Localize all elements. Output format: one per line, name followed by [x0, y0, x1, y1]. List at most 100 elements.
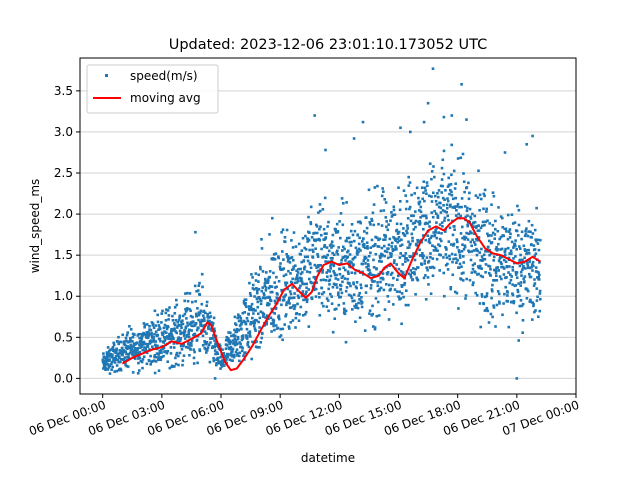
scatter-point	[283, 236, 287, 239]
scatter-point	[537, 248, 541, 252]
scatter-point	[473, 214, 477, 218]
scatter-point	[350, 240, 353, 244]
scatter-point	[156, 358, 160, 362]
scatter-point	[537, 315, 540, 318]
scatter-point	[206, 349, 209, 352]
scatter-point	[492, 279, 495, 282]
scatter-point	[146, 342, 149, 346]
scatter-point	[534, 266, 538, 269]
scatter-point	[321, 271, 324, 274]
scatter-point	[353, 229, 357, 233]
scatter-point	[387, 247, 390, 250]
scatter-point	[408, 181, 412, 184]
scatter-point	[389, 287, 392, 291]
scatter-point	[232, 353, 235, 357]
scatter-point	[515, 248, 518, 251]
scatter-point	[538, 309, 542, 313]
scatter-point	[196, 361, 199, 365]
scatter-point	[234, 350, 238, 354]
scatter-point	[440, 178, 444, 181]
scatter-point	[290, 296, 294, 300]
scatter-point	[109, 348, 112, 352]
scatter-point	[340, 276, 344, 279]
scatter-point	[490, 203, 493, 206]
scatter-point	[408, 207, 411, 211]
scatter-point	[519, 299, 523, 302]
scatter-point	[538, 289, 542, 293]
scatter-point	[451, 206, 454, 209]
scatter-point	[242, 302, 246, 305]
scatter-point	[371, 244, 375, 248]
scatter-point	[276, 297, 280, 300]
scatter-point	[190, 344, 193, 347]
scatter-point	[410, 214, 413, 217]
scatter-point	[303, 246, 306, 250]
scatter-point	[504, 247, 507, 251]
scatter-point	[176, 326, 179, 329]
scatter-point	[311, 248, 314, 252]
scatter-point	[319, 278, 323, 282]
scatter-point	[317, 211, 320, 214]
scatter-point	[192, 362, 196, 365]
scatter-point	[415, 186, 419, 190]
scatter-point	[355, 286, 358, 290]
scatter-point	[378, 287, 381, 291]
scatter-point	[341, 249, 344, 252]
scatter-point	[511, 269, 515, 272]
scatter-point	[446, 268, 450, 271]
y-tick-label-6: 3.0	[54, 125, 73, 139]
scatter-point	[372, 325, 375, 328]
scatter-point	[320, 301, 324, 305]
scatter-point	[308, 271, 312, 274]
y-tick-label-5: 2.5	[54, 166, 73, 180]
scatter-point	[120, 349, 123, 353]
scatter-point	[294, 316, 298, 320]
scatter-point	[326, 225, 329, 228]
scatter-point	[509, 278, 513, 282]
scatter-point	[286, 301, 289, 304]
scatter-point	[318, 296, 321, 299]
scatter-point	[261, 270, 265, 273]
scatter-point	[462, 255, 465, 258]
scatter-point	[180, 348, 184, 351]
scatter-point	[150, 331, 153, 335]
scatter-point	[248, 308, 251, 312]
scatter-point	[237, 354, 241, 358]
scatter-point	[406, 246, 409, 250]
scatter-point	[423, 186, 427, 190]
scatter-point	[188, 354, 191, 357]
scatter-point	[533, 248, 537, 251]
scatter-point	[480, 295, 484, 298]
scatter-point-outlier-8	[422, 120, 426, 124]
scatter-point	[384, 216, 388, 219]
scatter-point	[233, 341, 236, 345]
scatter-point	[282, 267, 286, 270]
scatter-point	[407, 272, 411, 276]
scatter-point	[412, 228, 416, 231]
scatter-point	[333, 273, 337, 277]
scatter-point	[457, 266, 461, 269]
scatter-point	[366, 259, 370, 262]
scatter-point	[535, 206, 538, 210]
scatter-point	[538, 292, 542, 295]
scatter-point	[314, 276, 318, 279]
scatter-point	[497, 259, 501, 263]
scatter-point	[504, 227, 508, 231]
scatter-point	[309, 266, 313, 270]
y-tick-label-3: 1.5	[54, 248, 73, 262]
scatter-point	[360, 296, 363, 299]
scatter-point	[224, 347, 228, 350]
scatter-point	[188, 307, 191, 311]
scatter-point	[270, 285, 274, 288]
scatter-point	[289, 272, 292, 275]
scatter-point	[446, 262, 449, 266]
scatter-point	[360, 301, 364, 304]
scatter-point	[527, 252, 531, 255]
scatter-point	[245, 337, 249, 340]
scatter-point	[263, 282, 267, 285]
scatter-point	[174, 356, 177, 360]
scatter-point	[177, 336, 180, 339]
scatter-point	[436, 192, 439, 195]
scatter-point	[251, 287, 255, 290]
scatter-point	[521, 258, 524, 262]
